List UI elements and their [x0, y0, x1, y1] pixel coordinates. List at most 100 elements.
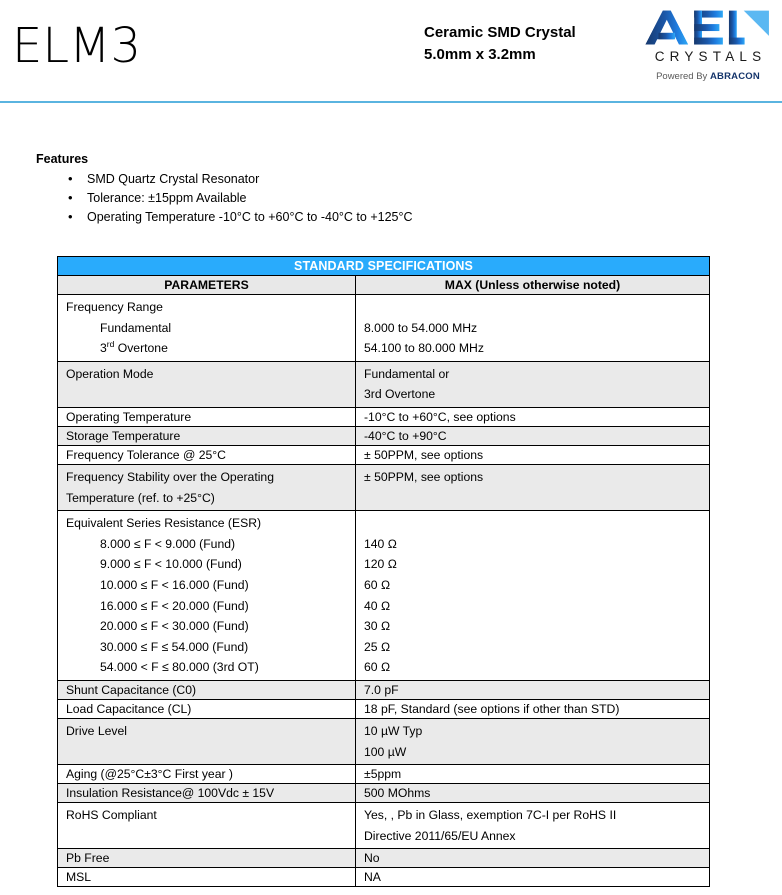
param-label-line1: Frequency Stability over the Operating [66, 469, 274, 484]
param-esr: Equivalent Series Resistance (ESR) 8.000… [57, 510, 356, 681]
value-msl: NA [355, 867, 710, 888]
esr-band-value: 40 Ω [364, 598, 391, 613]
value-pb-free: No [355, 848, 710, 869]
value-frequency-range: 8.000 to 54.000 MHz 54.100 to 80.000 MHz [355, 294, 710, 362]
value-shunt-capacitance: 7.0 pF [355, 679, 710, 700]
value-overtone: 54.100 to 80.000 MHz [364, 341, 484, 356]
powered-by-label: Powered By ABRACON [642, 71, 774, 82]
esr-band-value: 140 Ω [364, 536, 397, 551]
param-storage-temperature: Storage Temperature [57, 425, 356, 446]
table-banner-title: STANDARD SPECIFICATIONS [57, 256, 710, 276]
feature-item: Tolerance: ±15ppm Available [36, 188, 556, 208]
value-fundamental: 8.000 to 54.000 MHz [364, 320, 478, 335]
esr-band-value: 120 Ω [364, 557, 397, 572]
table-row: Shunt Capacitance (C0) 7.0 pF [57, 679, 710, 700]
table-row: RoHS Compliant Yes, , Pb in Glass, exemp… [57, 802, 710, 850]
feature-item: SMD Quartz Crystal Resonator [36, 169, 556, 189]
value-insulation-resistance: 500 MOhms [355, 783, 710, 804]
param-rohs-compliant: RoHS Compliant [57, 802, 356, 850]
table-row: Operating Temperature -10°C to +60°C, se… [57, 406, 710, 427]
param-label-line2: Temperature (ref. to +25°C) [66, 490, 215, 505]
table-row: Operation Mode Fundamental or 3rd Overto… [57, 360, 710, 408]
param-operation-mode: Operation Mode [57, 360, 356, 408]
param-load-capacitance: Load Capacitance (CL) [57, 698, 356, 719]
param-msl: MSL [57, 867, 356, 888]
features-list: SMD Quartz Crystal Resonator Tolerance: … [36, 169, 556, 227]
table-row: MSL NA [57, 867, 710, 888]
table-row: Frequency Range Fundamental 3rd Overtone… [57, 294, 710, 362]
value-spacer [364, 297, 709, 318]
value-line1: Yes, , Pb in Glass, exemption 7C-I per R… [364, 808, 617, 823]
value-frequency-stability: ± 50PPM, see options [355, 463, 710, 512]
value-line2: 3rd Overtone [364, 387, 436, 402]
powered-by-brand: ABRACON [709, 71, 760, 82]
page-header: ELM3 Ceramic SMD Crystal 5.0mm x 3.2mm [0, 0, 782, 103]
features-section: Features SMD Quartz Crystal Resonator To… [36, 152, 556, 227]
value-storage-temperature: -40°C to +90°C [355, 425, 710, 446]
param-label: RoHS Compliant [66, 808, 157, 823]
esr-band-value: 30 Ω [364, 619, 391, 634]
table-row: Storage Temperature -40°C to +90°C [57, 425, 710, 446]
esr-band-value: 25 Ω [364, 639, 391, 654]
value-frequency-tolerance: ± 50PPM, see options [355, 444, 710, 465]
powered-by-prefix: Powered By [656, 71, 710, 82]
esr-band-range: 9.000 ≤ F < 10.000 (Fund) [100, 557, 242, 572]
param-frequency-stability: Frequency Stability over the Operating T… [57, 463, 356, 512]
table-banner-row: STANDARD SPECIFICATIONS [57, 256, 710, 276]
feature-item: Operating Temperature -10°C to +60°C to … [36, 207, 556, 227]
overtone-suffix: rd [106, 339, 115, 350]
esr-band-range: 54.000 < F ≤ 80.000 (3rd OT) [100, 660, 259, 675]
value-load-capacitance: 18 pF, Standard (see options if other th… [355, 698, 710, 719]
table-row: Frequency Tolerance @ 25°C ± 50PPM, see … [57, 444, 710, 465]
esr-band-range: 30.000 ≤ F ≤ 54.000 (Fund) [100, 639, 249, 654]
value-line1: Fundamental or [364, 366, 450, 381]
table-row: Load Capacitance (CL) 18 pF, Standard (s… [57, 698, 710, 719]
value-drive-level: 10 µW Typ 100 µW [355, 717, 710, 766]
table-row: Frequency Stability over the Operating T… [57, 463, 710, 512]
param-label: Equivalent Series Resistance (ESR) [66, 516, 262, 531]
value-aging: ±5ppm [355, 764, 710, 785]
esr-band-value: 60 Ω [364, 660, 391, 675]
param-operating-temperature: Operating Temperature [57, 406, 356, 427]
param-aging: Aging (@25°C±3°C First year ) [57, 764, 356, 785]
table-column-header-row: PARAMETERS MAX (Unless otherwise noted) [57, 275, 710, 295]
table-row: Pb Free No [57, 848, 710, 869]
product-description: Ceramic SMD Crystal 5.0mm x 3.2mm [424, 22, 576, 66]
esr-band-range: 20.000 ≤ F < 30.000 (Fund) [100, 619, 249, 634]
header-divider [0, 101, 782, 103]
value-operation-mode: Fundamental or 3rd Overtone [355, 360, 710, 408]
value-line2: 100 µW [364, 744, 407, 759]
param-label: Operation Mode [66, 366, 154, 381]
param-insulation-resistance: Insulation Resistance@ 100Vdc ± 15V [57, 783, 356, 804]
param-label: Drive Level [66, 723, 127, 738]
esr-band-range: 16.000 ≤ F < 20.000 (Fund) [100, 598, 249, 613]
logo-wordmark: CRYSTALS [654, 49, 767, 64]
page-title: ELM3 [12, 18, 142, 74]
esr-band-range: 10.000 ≤ F < 16.000 (Fund) [100, 577, 249, 592]
param-drive-level: Drive Level [57, 717, 356, 766]
param-frequency-range: Frequency Range Fundamental 3rd Overtone [57, 294, 356, 362]
brand-logo: CRYSTALS Powered By ABRACON [642, 8, 774, 82]
value-rohs-compliant: Yes, , Pb in Glass, exemption 7C-I per R… [355, 802, 710, 850]
value-esr: 140 Ω 120 Ω 60 Ω 40 Ω 30 Ω 25 Ω 60 Ω [355, 510, 710, 681]
value-line1: 10 µW Typ [364, 723, 423, 738]
table-row: Aging (@25°C±3°C First year ) ±5ppm [57, 764, 710, 785]
table-row: Drive Level 10 µW Typ 100 µW [57, 717, 710, 766]
overtone-number: 3 [100, 341, 107, 356]
value-line2: Directive 2011/65/EU Annex [364, 828, 516, 843]
value-spacer [364, 513, 709, 534]
table-row: Equivalent Series Resistance (ESR) 8.000… [57, 510, 710, 681]
value-operating-temperature: -10°C to +60°C, see options [355, 406, 710, 427]
features-heading: Features [36, 152, 89, 166]
ael-logo-icon [645, 10, 769, 45]
param-shunt-capacitance: Shunt Capacitance (C0) [57, 679, 356, 700]
column-header-max: MAX (Unless otherwise noted) [355, 275, 710, 295]
param-frequency-tolerance: Frequency Tolerance @ 25°C [57, 444, 356, 465]
standard-specifications-table: STANDARD SPECIFICATIONS PARAMETERS MAX (… [57, 256, 710, 888]
esr-band-range: 8.000 ≤ F < 9.000 (Fund) [100, 536, 236, 551]
param-sub-overtone: 3rd Overtone [66, 338, 355, 359]
product-description-line2: 5.0mm x 3.2mm [424, 45, 536, 63]
param-sub-fundamental: Fundamental [100, 320, 172, 335]
param-pb-free: Pb Free [57, 848, 356, 869]
overtone-word: Overtone [114, 341, 168, 356]
